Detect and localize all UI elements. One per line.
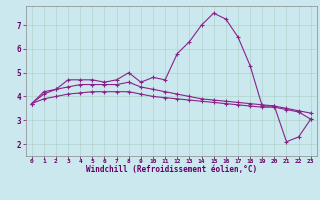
X-axis label: Windchill (Refroidissement éolien,°C): Windchill (Refroidissement éolien,°C)	[86, 165, 257, 174]
